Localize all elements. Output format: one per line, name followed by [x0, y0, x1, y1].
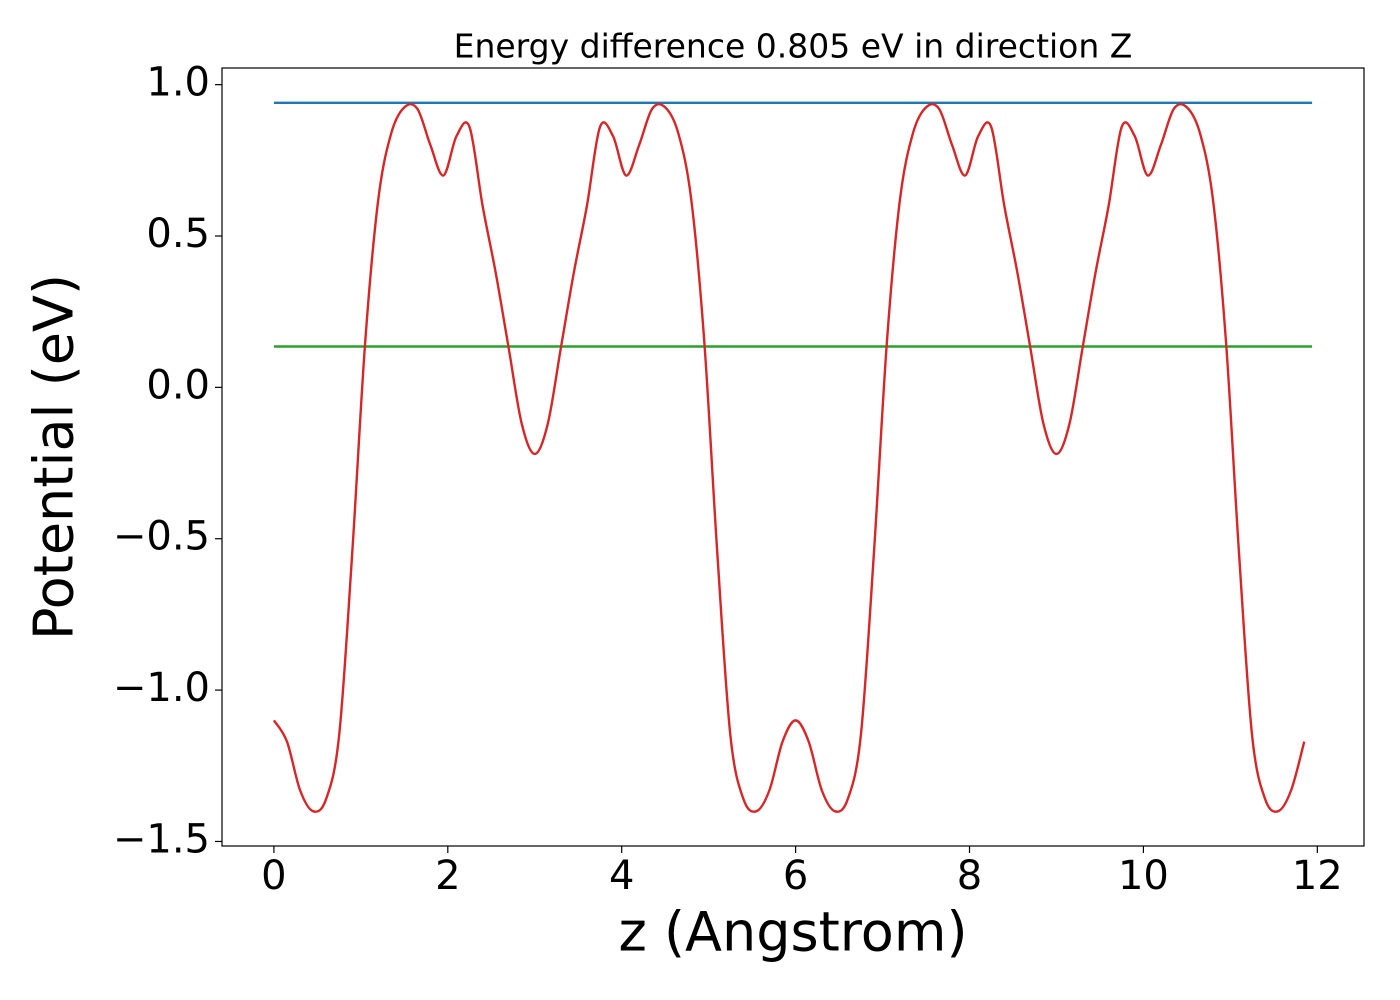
x-tick-label: 12	[1292, 853, 1343, 899]
y-axis-label: Potential (eV)	[23, 274, 86, 640]
y-tick-label: 1.0	[146, 60, 210, 106]
y-tick-label: −0.5	[113, 514, 210, 560]
y-tick-label: −1.5	[113, 816, 210, 862]
plot-frame	[221, 67, 1365, 847]
x-axis-label: z (Angstrom)	[618, 901, 967, 964]
x-tick-label: 2	[435, 853, 460, 899]
x-tick-label: 10	[1118, 853, 1169, 899]
x-tick-label: 6	[783, 853, 808, 899]
chart-title: Energy difference 0.805 eV in direction …	[454, 27, 1133, 66]
data-line	[272, 103, 1306, 813]
x-tick-label: 0	[261, 853, 286, 899]
x-tick-label: 4	[609, 853, 634, 899]
y-tick-label: 0.5	[146, 211, 210, 257]
y-tick-label: 0.0	[146, 362, 210, 408]
x-tick-label: 8	[957, 853, 982, 899]
y-tick-label: −1.0	[113, 665, 210, 711]
